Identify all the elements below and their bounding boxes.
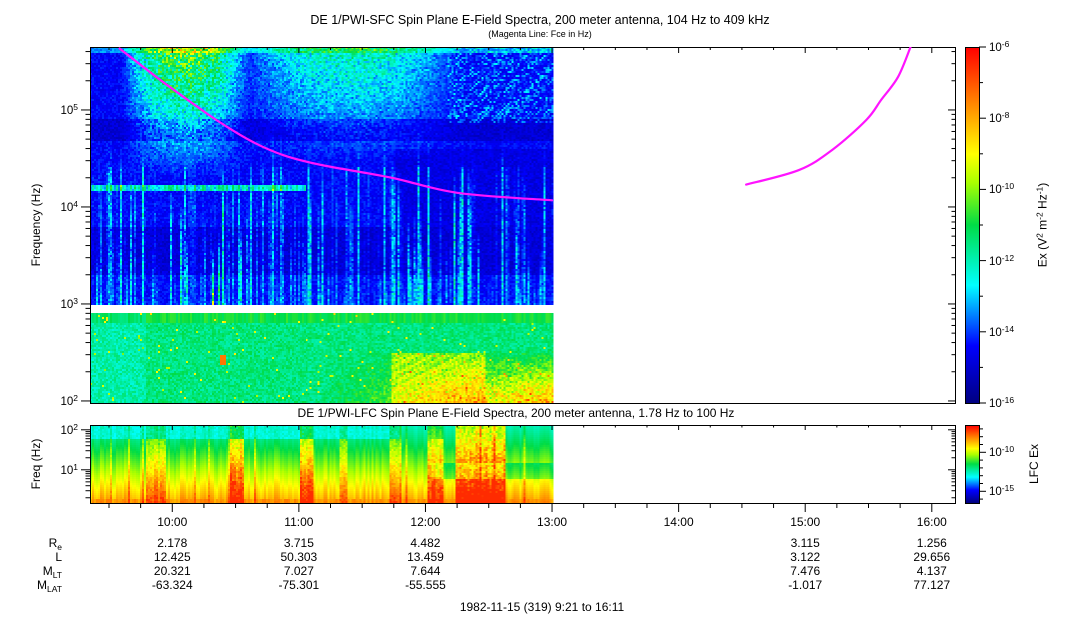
x-axis-hour-label: 16:00 — [916, 515, 947, 529]
ephemeris-value: 3.715 — [283, 536, 314, 550]
sfc-y-tick-label: 104 — [60, 198, 78, 214]
ephemeris-value: 3.115 — [790, 536, 820, 550]
sfc-colorbar-tick-label: 10-8 — [989, 109, 1010, 125]
lfc-colorbar-tick-label: 10-15 — [989, 483, 1015, 499]
exponent: 5 — [73, 101, 78, 112]
x-axis-hour-label: 14:00 — [663, 515, 694, 529]
lfc-y-tick-label: 102 — [60, 421, 78, 437]
ephemeris-value: -1.017 — [788, 578, 823, 592]
lfc-colorbar — [965, 425, 979, 503]
exponent: -1 — [1034, 186, 1045, 195]
exponent: -15 — [1001, 483, 1015, 494]
exponent: 2 — [73, 421, 78, 432]
exponent: 2 — [1034, 233, 1045, 238]
lfc-title: DE 1/PWI-LFC Spin Plane E-Field Spectra,… — [297, 406, 735, 420]
exponent: -14 — [1001, 323, 1015, 334]
ephemeris-value: 4.482 — [410, 536, 441, 550]
sfc-y-axis-label: Frequency (Hz) — [29, 183, 43, 267]
exponent: -8 — [1001, 109, 1010, 120]
exponent: 4 — [73, 198, 78, 209]
sfc-spectrogram — [90, 47, 955, 403]
ephemeris-value: 3.122 — [790, 550, 821, 564]
ephemeris-row-label: MLAT — [37, 578, 62, 594]
sfc-colorbar-tick-label: 10-10 — [989, 181, 1015, 197]
ephemeris-value: 77.127 — [913, 578, 951, 592]
exponent: -10 — [1001, 181, 1015, 192]
exponent: 2 — [73, 392, 78, 403]
x-axis-hour-label: 13:00 — [537, 515, 568, 529]
ephemeris-value: 7.476 — [790, 564, 821, 578]
exponent: -12 — [1001, 252, 1015, 263]
footer-date-range: 1982-11-15 (319) 9:21 to 16:11 — [459, 600, 625, 614]
ephemeris-value: -55.555 — [405, 578, 446, 592]
sfc-y-tick-label: 102 — [60, 392, 78, 408]
exponent: -16 — [1001, 394, 1015, 405]
sfc-y-tick-label: 105 — [60, 101, 78, 117]
ephemeris-value: 7.644 — [410, 564, 441, 578]
ephemeris-value: 1.256 — [916, 536, 947, 550]
ephemeris-value: 4.137 — [916, 564, 947, 578]
x-axis-hour-label: 11:00 — [284, 515, 314, 529]
x-axis-hour-label: 12:00 — [410, 515, 441, 529]
ephemeris-value: 20.321 — [153, 564, 191, 578]
lfc-y-axis-label: Freq (Hz) — [29, 438, 43, 490]
sfc-y-tick-label: 103 — [60, 295, 78, 311]
ephemeris-value: 50.303 — [280, 550, 318, 564]
subscript: e — [57, 542, 62, 552]
lfc-colorbar-label: LFC Ex — [1027, 443, 1041, 485]
exponent: -6 — [1001, 38, 1010, 49]
lfc-spectrogram — [90, 425, 955, 503]
ephemeris-row-label: Re — [48, 536, 62, 552]
sfc-colorbar — [965, 47, 979, 403]
sfc-colorbar-tick-label: 10-6 — [989, 38, 1010, 54]
sfc-colorbar-tick-label: 10-14 — [989, 323, 1015, 339]
subscript: LT — [52, 570, 62, 580]
ephemeris-value: 13.459 — [407, 550, 444, 564]
exponent: 1 — [73, 461, 78, 472]
lfc-colorbar-tick-label: 10-10 — [989, 444, 1015, 460]
ephemeris-row-label: MLT — [42, 564, 62, 580]
sfc-colorbar-tick-label: 10-16 — [989, 394, 1015, 410]
ephemeris-value: 12.425 — [153, 550, 191, 564]
exponent: -10 — [1001, 444, 1015, 455]
ephemeris-value: 29.656 — [913, 550, 951, 564]
subscript: LAT — [47, 584, 62, 594]
ephemeris-value: -75.301 — [278, 578, 320, 592]
sfc-colorbar-label: Ex (V2 m-2 Hz-1) — [1034, 182, 1050, 268]
sfc-colorbar-tick-label: 10-12 — [989, 252, 1015, 268]
x-axis-hour-label: 10:00 — [157, 515, 188, 529]
ephemeris-value: 7.027 — [283, 564, 314, 578]
exponent: -2 — [1034, 212, 1045, 220]
ephemeris-row-label: L — [55, 550, 62, 564]
exponent: 3 — [73, 295, 78, 306]
x-axis-hour-label: 15:00 — [790, 515, 821, 529]
ephemeris-value: 2.178 — [157, 536, 188, 550]
ephemeris-value: -63.324 — [151, 578, 193, 592]
lfc-y-tick-label: 101 — [60, 461, 78, 477]
sfc-subtitle: (Magenta Line: Fce in Hz) — [488, 29, 592, 39]
sfc-title: DE 1/PWI-SFC Spin Plane E-Field Spectra,… — [310, 13, 770, 27]
